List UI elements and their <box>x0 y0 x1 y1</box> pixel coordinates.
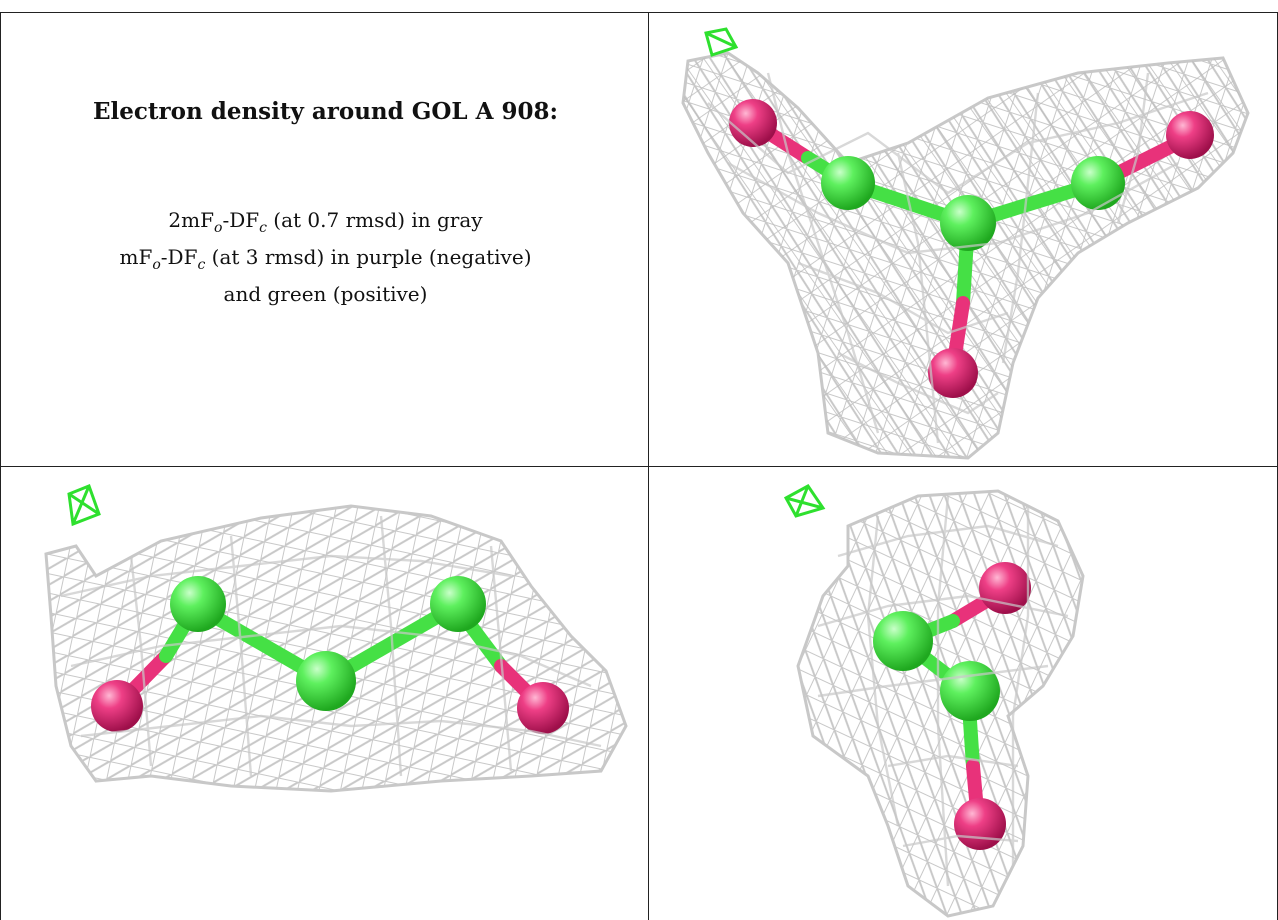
molecule-view-side <box>44 484 628 793</box>
oxygen-atom <box>1166 111 1214 159</box>
legend-line-colors: and green (positive) <box>223 282 428 306</box>
density-legend: 2mFo-DFc (at 0.7 rmsd) in gray mFo-DFc (… <box>1 206 648 309</box>
carbon-atom <box>1071 156 1125 210</box>
figure-title: Electron density around GOL A 908: <box>93 98 558 125</box>
carbon-atom <box>940 195 996 251</box>
density-mesh <box>44 504 628 793</box>
oxygen-atom <box>517 682 569 734</box>
positive-density-icon <box>67 484 101 527</box>
carbon-atom <box>873 611 933 671</box>
oxygen-atom <box>91 680 143 732</box>
oxygen-atom <box>729 99 777 147</box>
carbon-atom <box>430 576 486 632</box>
legend-line-fofc: mFo-DFc (at 3 rmsd) in purple (negative) <box>119 245 532 273</box>
carbon-atom <box>296 651 356 711</box>
view-front-cell <box>648 12 1278 467</box>
positive-density-icon <box>783 484 826 518</box>
description-cell: Electron density around GOL A 908: 2mFo-… <box>0 12 649 467</box>
molecule-view-rotated <box>783 484 1085 918</box>
view-rotated-cell <box>648 466 1278 920</box>
positive-density-icon <box>704 27 739 57</box>
molecule-view-front <box>681 27 1250 460</box>
oxygen-atom <box>928 348 978 398</box>
carbon-atom <box>821 156 875 210</box>
oxygen-atom <box>954 798 1006 850</box>
view-side-cell <box>0 466 649 920</box>
legend-line-2fofc: 2mFo-DFc (at 0.7 rmsd) in gray <box>168 208 483 236</box>
carbon-atom <box>940 661 1000 721</box>
carbon-atom <box>170 576 226 632</box>
